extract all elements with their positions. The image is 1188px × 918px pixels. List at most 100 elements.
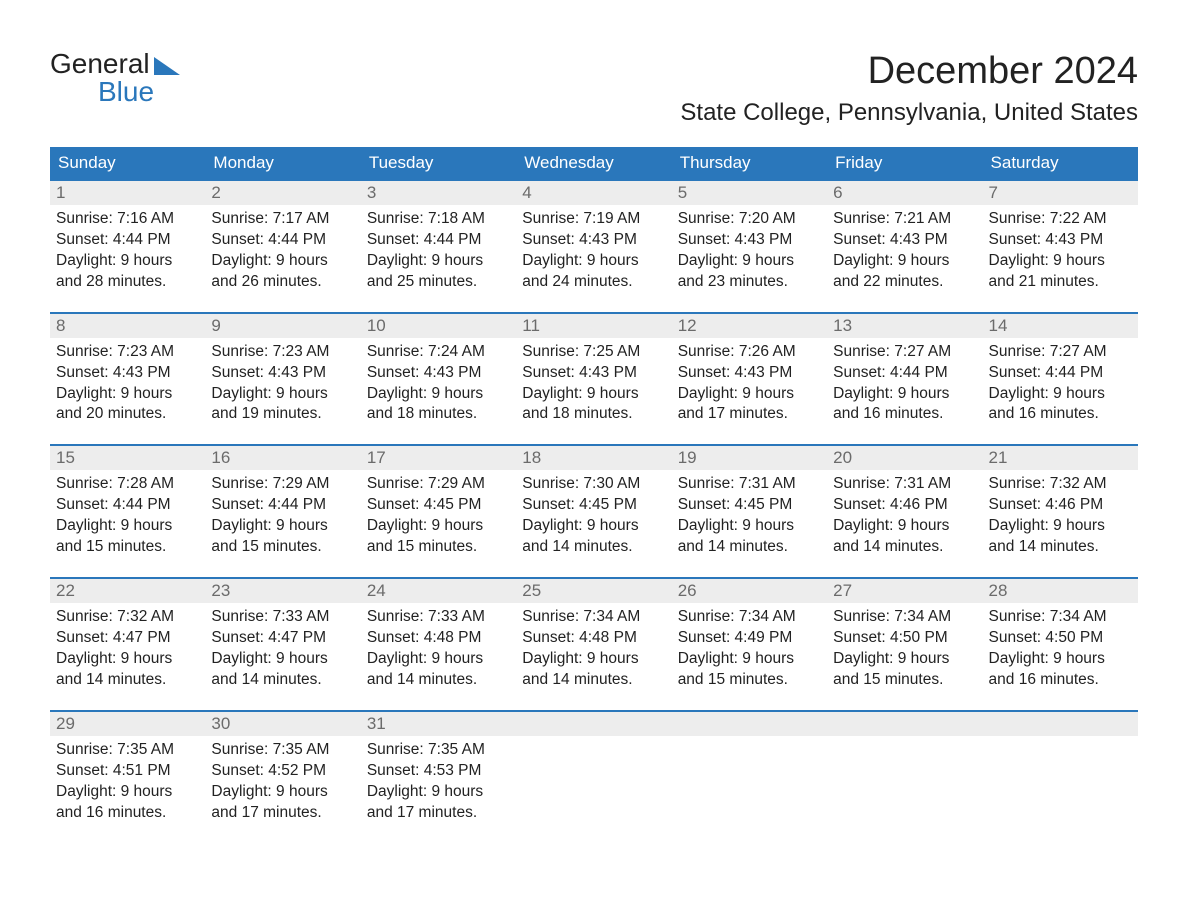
day-content-cell: Sunrise: 7:29 AMSunset: 4:44 PMDaylight:… [205, 470, 360, 560]
day-d2: and 22 minutes. [833, 272, 976, 293]
day-content-cell: Sunrise: 7:31 AMSunset: 4:45 PMDaylight:… [672, 470, 827, 560]
day-sunset: Sunset: 4:44 PM [211, 230, 354, 251]
day-sunrise: Sunrise: 7:27 AM [989, 342, 1132, 363]
day-content-cell: Sunrise: 7:24 AMSunset: 4:43 PMDaylight:… [361, 338, 516, 428]
day-number-cell: 7 [983, 180, 1138, 205]
day-sunset: Sunset: 4:43 PM [989, 230, 1132, 251]
day-content-cell: Sunrise: 7:32 AMSunset: 4:47 PMDaylight:… [50, 603, 205, 693]
day-sunset: Sunset: 4:48 PM [522, 628, 665, 649]
day-d1: Daylight: 9 hours [989, 384, 1132, 405]
day-number-row: 891011121314 [50, 313, 1138, 338]
day-number-cell: 25 [516, 578, 671, 603]
day-sunset: Sunset: 4:43 PM [678, 363, 821, 384]
day-header-cell: Thursday [672, 147, 827, 180]
logo: General Blue [50, 50, 180, 106]
day-sunset: Sunset: 4:44 PM [833, 363, 976, 384]
day-header-cell: Monday [205, 147, 360, 180]
day-sunset: Sunset: 4:45 PM [522, 495, 665, 516]
day-d2: and 15 minutes. [211, 537, 354, 558]
day-sunrise: Sunrise: 7:26 AM [678, 342, 821, 363]
day-sunrise: Sunrise: 7:30 AM [522, 474, 665, 495]
day-number-cell: 17 [361, 445, 516, 470]
logo-flag-icon [154, 57, 180, 75]
day-d1: Daylight: 9 hours [367, 649, 510, 670]
day-number-cell: 14 [983, 313, 1138, 338]
day-d2: and 14 minutes. [522, 670, 665, 691]
day-d2: and 17 minutes. [211, 803, 354, 824]
day-content-row: Sunrise: 7:32 AMSunset: 4:47 PMDaylight:… [50, 603, 1138, 693]
day-d1: Daylight: 9 hours [833, 649, 976, 670]
day-sunrise: Sunrise: 7:17 AM [211, 209, 354, 230]
week-spacer [50, 295, 1138, 313]
day-d2: and 14 minutes. [56, 670, 199, 691]
day-d2: and 26 minutes. [211, 272, 354, 293]
day-content-cell: Sunrise: 7:29 AMSunset: 4:45 PMDaylight:… [361, 470, 516, 560]
day-d1: Daylight: 9 hours [678, 251, 821, 272]
day-d1: Daylight: 9 hours [522, 251, 665, 272]
day-number-cell: 30 [205, 711, 360, 736]
day-d1: Daylight: 9 hours [56, 782, 199, 803]
day-sunrise: Sunrise: 7:35 AM [56, 740, 199, 761]
day-content-cell: Sunrise: 7:31 AMSunset: 4:46 PMDaylight:… [827, 470, 982, 560]
day-content-cell [827, 736, 982, 826]
day-sunrise: Sunrise: 7:31 AM [678, 474, 821, 495]
day-d2: and 24 minutes. [522, 272, 665, 293]
day-sunrise: Sunrise: 7:25 AM [522, 342, 665, 363]
week-spacer [50, 427, 1138, 445]
day-content-cell: Sunrise: 7:23 AMSunset: 4:43 PMDaylight:… [205, 338, 360, 428]
day-d1: Daylight: 9 hours [367, 251, 510, 272]
day-sunset: Sunset: 4:44 PM [367, 230, 510, 251]
day-d1: Daylight: 9 hours [989, 251, 1132, 272]
day-content-cell [516, 736, 671, 826]
day-d1: Daylight: 9 hours [367, 516, 510, 537]
day-number-cell: 24 [361, 578, 516, 603]
day-number-cell: 20 [827, 445, 982, 470]
day-number-cell: 29 [50, 711, 205, 736]
day-d1: Daylight: 9 hours [211, 251, 354, 272]
day-content-cell: Sunrise: 7:33 AMSunset: 4:47 PMDaylight:… [205, 603, 360, 693]
day-number-row: 15161718192021 [50, 445, 1138, 470]
day-d1: Daylight: 9 hours [522, 384, 665, 405]
day-sunrise: Sunrise: 7:35 AM [367, 740, 510, 761]
day-content-row: Sunrise: 7:16 AMSunset: 4:44 PMDaylight:… [50, 205, 1138, 295]
day-sunrise: Sunrise: 7:18 AM [367, 209, 510, 230]
title-block: December 2024 State College, Pennsylvani… [680, 50, 1138, 139]
day-number-cell: 2 [205, 180, 360, 205]
day-d2: and 17 minutes. [678, 404, 821, 425]
day-sunset: Sunset: 4:53 PM [367, 761, 510, 782]
logo-word-2: Blue [50, 78, 180, 106]
day-number-row: 1234567 [50, 180, 1138, 205]
day-content-cell [672, 736, 827, 826]
day-content-cell: Sunrise: 7:17 AMSunset: 4:44 PMDaylight:… [205, 205, 360, 295]
day-sunset: Sunset: 4:48 PM [367, 628, 510, 649]
day-content-cell: Sunrise: 7:30 AMSunset: 4:45 PMDaylight:… [516, 470, 671, 560]
day-sunrise: Sunrise: 7:27 AM [833, 342, 976, 363]
day-d2: and 28 minutes. [56, 272, 199, 293]
day-content-row: Sunrise: 7:28 AMSunset: 4:44 PMDaylight:… [50, 470, 1138, 560]
day-sunrise: Sunrise: 7:34 AM [833, 607, 976, 628]
day-sunrise: Sunrise: 7:34 AM [678, 607, 821, 628]
day-sunset: Sunset: 4:47 PM [56, 628, 199, 649]
day-d1: Daylight: 9 hours [211, 782, 354, 803]
day-content-row: Sunrise: 7:23 AMSunset: 4:43 PMDaylight:… [50, 338, 1138, 428]
day-sunset: Sunset: 4:52 PM [211, 761, 354, 782]
calendar-table: SundayMondayTuesdayWednesdayThursdayFrid… [50, 147, 1138, 825]
day-header-row: SundayMondayTuesdayWednesdayThursdayFrid… [50, 147, 1138, 180]
day-content-cell: Sunrise: 7:34 AMSunset: 4:49 PMDaylight:… [672, 603, 827, 693]
day-d2: and 14 minutes. [989, 537, 1132, 558]
day-number-cell: 18 [516, 445, 671, 470]
day-sunset: Sunset: 4:47 PM [211, 628, 354, 649]
day-number-row: 293031 [50, 711, 1138, 736]
day-d2: and 23 minutes. [678, 272, 821, 293]
day-d1: Daylight: 9 hours [56, 649, 199, 670]
day-sunset: Sunset: 4:45 PM [678, 495, 821, 516]
day-content-cell: Sunrise: 7:33 AMSunset: 4:48 PMDaylight:… [361, 603, 516, 693]
day-content-cell [983, 736, 1138, 826]
day-header-cell: Sunday [50, 147, 205, 180]
day-content-cell: Sunrise: 7:25 AMSunset: 4:43 PMDaylight:… [516, 338, 671, 428]
day-d2: and 15 minutes. [367, 537, 510, 558]
day-sunset: Sunset: 4:49 PM [678, 628, 821, 649]
day-header-cell: Wednesday [516, 147, 671, 180]
day-sunset: Sunset: 4:46 PM [833, 495, 976, 516]
day-number-cell: 8 [50, 313, 205, 338]
